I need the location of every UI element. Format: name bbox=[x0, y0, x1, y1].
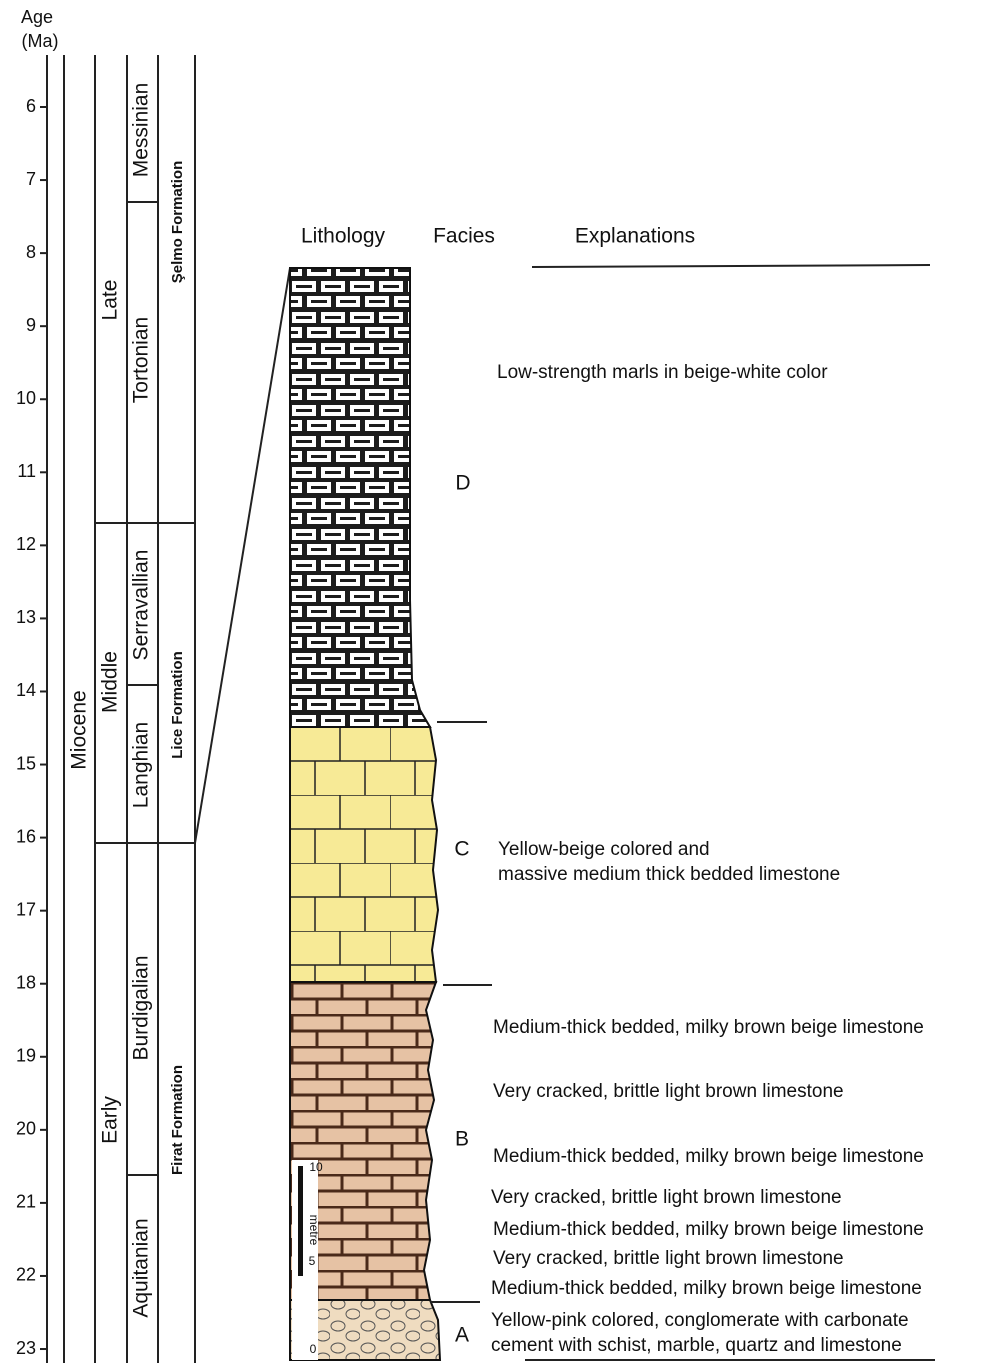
stage: Serravallian bbox=[130, 550, 153, 661]
explanation: Medium-thick bedded, milky brown beige l… bbox=[491, 1278, 922, 1299]
facies-label: A bbox=[455, 1324, 469, 1347]
explanation: Medium-thick bedded, milky brown beige l… bbox=[493, 1017, 924, 1038]
tick-label: 13 bbox=[16, 607, 36, 627]
age-axis: 6 7 8 9 10 11 12 13 14 15 16 17 18 19 20 21 22 23 bbox=[16, 55, 47, 1363]
explanation: Very cracked, brittle light brown limest… bbox=[491, 1187, 842, 1208]
explanation: Yellow-beige colored and bbox=[498, 839, 710, 860]
scale-label: 5 bbox=[309, 1254, 316, 1268]
marl-unit bbox=[290, 268, 430, 727]
stage: Tortonian bbox=[130, 317, 153, 403]
tick-label: 17 bbox=[16, 899, 36, 919]
facies: D C B A bbox=[430, 472, 492, 1347]
tick-label: 7 bbox=[26, 169, 36, 189]
explanation: Yellow-pink colored, conglomerate with c… bbox=[491, 1310, 909, 1331]
facies-label: D bbox=[455, 472, 470, 495]
explanation: Low-strength marls in beige-white color bbox=[497, 362, 828, 383]
tick-label: 21 bbox=[16, 1192, 36, 1212]
tick-label: 16 bbox=[16, 826, 36, 846]
lithology: 10 5 0 metre bbox=[290, 268, 440, 1360]
tick-label: 6 bbox=[26, 96, 36, 116]
tick-label: 12 bbox=[16, 534, 36, 554]
scale-unit: metre bbox=[307, 1215, 321, 1246]
stage: Burdigalian bbox=[130, 955, 153, 1060]
tick-label: 23 bbox=[16, 1338, 36, 1358]
tick-label: 11 bbox=[17, 461, 36, 481]
lithology-header: Lithology bbox=[301, 225, 386, 248]
rule bbox=[532, 265, 930, 267]
age-label: Age bbox=[21, 7, 53, 27]
formation: Lice Formation bbox=[169, 651, 186, 759]
stage: Aquitanian bbox=[130, 1218, 153, 1317]
epoch: Miocene bbox=[68, 690, 91, 769]
age-unit: (Ma) bbox=[22, 31, 59, 51]
tick-label: 8 bbox=[26, 242, 36, 262]
timescale: Miocene Late Middle Early Messinian Tort… bbox=[64, 55, 290, 1363]
explanations-header: Explanations bbox=[575, 225, 695, 248]
stage: Langhian bbox=[130, 722, 153, 808]
tick-label: 15 bbox=[16, 753, 36, 773]
explanation: cement with schist, marble, quartz and l… bbox=[491, 1335, 902, 1356]
explanation: massive medium thick bedded limestone bbox=[498, 864, 840, 885]
facies-label: C bbox=[454, 838, 469, 861]
tick-label: 9 bbox=[26, 315, 36, 335]
explanation: Medium-thick bedded, milky brown beige l… bbox=[493, 1146, 924, 1167]
correlation-line bbox=[195, 268, 290, 843]
subepoch: Early bbox=[99, 1096, 122, 1144]
stage: Messinian bbox=[130, 83, 153, 178]
scale-label: 10 bbox=[309, 1160, 323, 1174]
limestone-unit bbox=[290, 727, 438, 982]
subepoch: Late bbox=[99, 280, 122, 321]
facies-label: B bbox=[455, 1128, 469, 1151]
facies-header: Facies bbox=[433, 225, 495, 248]
subepoch: Middle bbox=[99, 651, 122, 713]
tick-label: 20 bbox=[16, 1119, 36, 1139]
tick-label: 10 bbox=[16, 388, 36, 408]
scale-label: 0 bbox=[310, 1342, 317, 1356]
explanation: Very cracked, brittle light brown limest… bbox=[493, 1248, 844, 1269]
explanation: Very cracked, brittle light brown limest… bbox=[493, 1081, 844, 1102]
stratigraphic-column: Age (Ma) Lithology Facies Explanations 6… bbox=[0, 0, 981, 1363]
tick-label: 14 bbox=[16, 680, 36, 700]
formation: Firat Formation bbox=[169, 1065, 186, 1175]
formation: Şelmo Formation bbox=[169, 161, 186, 284]
scale-bar bbox=[298, 1166, 303, 1276]
explanation: Medium-thick bedded, milky brown beige l… bbox=[493, 1219, 924, 1240]
explanations: Low-strength marls in beige-white color … bbox=[491, 362, 935, 1360]
tick-label: 22 bbox=[16, 1265, 36, 1285]
tick-label: 18 bbox=[16, 972, 36, 992]
tick-label: 19 bbox=[16, 1046, 36, 1066]
